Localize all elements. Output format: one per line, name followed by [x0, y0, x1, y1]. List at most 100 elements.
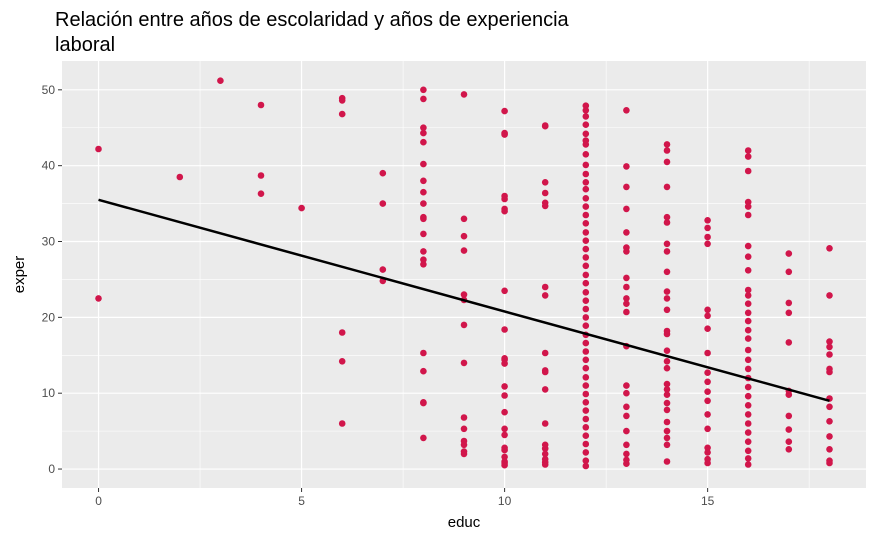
data-point	[785, 426, 793, 433]
data-point	[623, 107, 630, 114]
data-point	[379, 200, 387, 207]
data-point	[663, 248, 671, 255]
data-point	[501, 446, 508, 454]
data-point	[582, 356, 590, 364]
data-point	[704, 233, 711, 241]
data-point	[460, 91, 468, 98]
data-point	[826, 418, 833, 425]
data-points	[95, 77, 833, 470]
data-point	[623, 450, 630, 458]
data-point	[663, 380, 671, 388]
data-point	[744, 455, 752, 462]
data-point	[582, 203, 590, 210]
data-point	[501, 453, 508, 461]
data-point	[460, 450, 468, 458]
data-point	[582, 440, 590, 448]
data-point	[826, 292, 833, 299]
data-point	[582, 314, 590, 321]
data-point	[582, 462, 590, 470]
data-point	[704, 397, 711, 405]
data-point	[582, 102, 590, 109]
data-point	[460, 321, 468, 329]
data-point	[541, 202, 549, 210]
data-point	[420, 138, 427, 146]
data-point	[785, 438, 793, 446]
data-point	[744, 438, 752, 446]
data-point	[623, 427, 630, 435]
data-point	[623, 205, 630, 213]
data-point	[582, 211, 590, 219]
data-point	[501, 107, 508, 115]
data-point	[785, 299, 793, 307]
data-point	[663, 219, 671, 226]
data-point	[582, 121, 590, 128]
data-point	[744, 383, 752, 391]
data-point	[95, 295, 102, 302]
data-point	[704, 224, 711, 232]
data-point	[501, 287, 508, 295]
data-point	[582, 161, 590, 169]
data-point	[582, 151, 590, 158]
data-point	[420, 160, 427, 168]
data-point	[663, 434, 671, 442]
data-point	[420, 248, 427, 255]
data-point	[541, 179, 549, 186]
data-point	[704, 312, 711, 320]
data-point	[826, 446, 833, 453]
data-point	[379, 169, 387, 177]
data-point	[663, 268, 671, 276]
data-point	[623, 441, 630, 449]
data-point	[541, 122, 549, 130]
y-axis: 0 10 20 30 40 50	[42, 83, 62, 476]
data-point	[744, 420, 752, 427]
data-point	[704, 306, 711, 314]
data-point	[704, 449, 711, 456]
data-point	[582, 322, 590, 330]
data-point	[460, 425, 468, 433]
data-point	[663, 358, 671, 365]
data-point	[582, 254, 590, 261]
data-point	[663, 330, 671, 338]
data-point	[785, 391, 793, 399]
data-point	[420, 129, 427, 137]
data-point	[623, 460, 630, 468]
data-point	[582, 432, 590, 440]
data-point	[663, 295, 671, 302]
data-point	[582, 229, 590, 236]
data-point	[541, 461, 549, 468]
y-tick-label: 10	[42, 386, 56, 400]
data-point	[460, 247, 468, 254]
data-point	[663, 183, 671, 191]
data-point	[460, 291, 468, 298]
data-point	[541, 292, 549, 299]
data-point	[582, 305, 590, 313]
data-point	[541, 283, 549, 291]
data-point	[420, 434, 427, 442]
data-point	[744, 356, 752, 364]
data-point	[582, 297, 590, 305]
data-point	[460, 441, 468, 449]
data-point	[257, 101, 265, 109]
data-point	[663, 391, 671, 399]
data-point	[338, 420, 346, 427]
data-point	[420, 349, 427, 357]
data-point	[541, 349, 549, 357]
data-point	[826, 245, 833, 252]
data-point	[582, 185, 590, 193]
data-point	[623, 295, 630, 302]
chart-title: Relación entre años de escolaridad y año…	[55, 9, 569, 56]
x-tick-label: 0	[95, 494, 102, 508]
data-point	[663, 306, 671, 314]
data-point	[744, 300, 752, 308]
data-point	[704, 411, 711, 418]
data-point	[501, 431, 508, 439]
data-point	[420, 256, 427, 264]
data-point	[623, 283, 630, 291]
data-point	[623, 183, 630, 191]
data-point	[420, 367, 427, 375]
x-axis-title: educ	[448, 514, 481, 531]
data-point	[744, 346, 752, 354]
data-point	[785, 446, 793, 453]
data-point	[541, 368, 549, 376]
